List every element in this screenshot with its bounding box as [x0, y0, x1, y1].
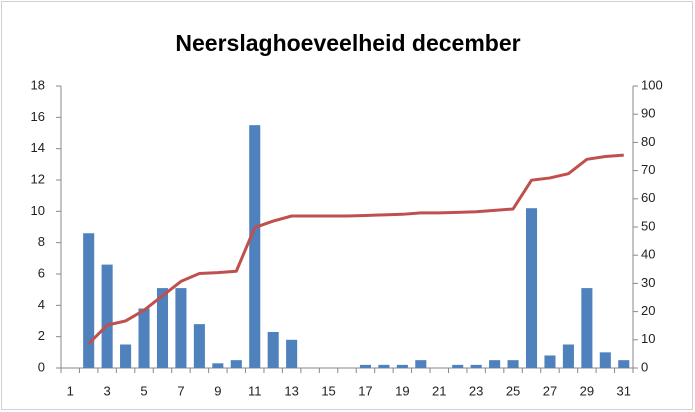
y2-tick-label: 10 — [641, 331, 655, 346]
bar — [138, 308, 150, 368]
bar — [489, 360, 501, 368]
bar — [83, 233, 95, 368]
bar — [120, 344, 132, 368]
y-tick-label: 14 — [31, 140, 45, 155]
x-tick-label: 19 — [395, 383, 409, 398]
y2-tick-label: 70 — [641, 162, 655, 177]
x-tick-label: 23 — [469, 383, 483, 398]
y-tick-label: 0 — [38, 359, 45, 374]
y-tick-label: 4 — [38, 297, 45, 312]
bar — [618, 360, 630, 368]
bar — [581, 288, 593, 368]
y-tick-label: 2 — [38, 328, 45, 343]
x-tick-label: 31 — [617, 383, 631, 398]
bar — [175, 288, 187, 368]
y-tick-label: 18 — [31, 77, 45, 92]
bar — [193, 324, 205, 368]
x-tick-label: 29 — [580, 383, 594, 398]
x-tick-label: 21 — [432, 383, 446, 398]
y2-tick-label: 30 — [641, 275, 655, 290]
bar — [359, 364, 371, 368]
bar — [544, 355, 556, 368]
x-tick-label: 13 — [284, 383, 298, 398]
y2-tick-label: 0 — [641, 359, 648, 374]
x-tick-label: 1 — [67, 383, 74, 398]
x-tick-label: 5 — [140, 383, 147, 398]
bar — [599, 352, 611, 368]
y-tick-label: 12 — [31, 171, 45, 186]
y2-tick-label: 50 — [641, 218, 655, 233]
bar — [396, 364, 408, 368]
x-tick-label: 7 — [177, 383, 184, 398]
bar — [562, 344, 574, 368]
y2-tick-label: 90 — [641, 106, 655, 121]
bar — [267, 331, 279, 368]
y-tick-label: 16 — [31, 109, 45, 124]
bar — [230, 360, 242, 368]
bar — [378, 364, 390, 368]
bar — [525, 208, 538, 368]
y2-tick-label: 80 — [641, 134, 655, 149]
line — [87, 153, 624, 345]
x-tick-label: 25 — [506, 383, 520, 398]
x-tick-label: 3 — [104, 383, 111, 398]
bar — [470, 364, 482, 368]
bar — [507, 360, 519, 368]
y-tick-label: 8 — [38, 234, 45, 249]
bar — [286, 339, 298, 368]
y2-tick-label: 20 — [641, 303, 655, 318]
x-tick-label: 11 — [248, 383, 262, 398]
x-tick-label: 17 — [358, 383, 372, 398]
bar — [249, 125, 261, 369]
bar — [415, 360, 427, 368]
bar — [452, 364, 464, 368]
bar — [212, 363, 224, 368]
y2-tick-label: 40 — [641, 247, 655, 262]
bar — [156, 288, 169, 368]
y2-tick-label: 60 — [641, 190, 655, 205]
x-tick-label: 27 — [543, 383, 557, 398]
y-tick-label: 6 — [38, 265, 45, 280]
bar — [101, 264, 113, 368]
y-tick-label: 10 — [31, 203, 45, 218]
y2-tick-label: 100 — [641, 77, 663, 92]
x-tick-label: 15 — [321, 383, 335, 398]
x-tick-label: 9 — [214, 383, 221, 398]
chart-title: Neerslaghoeveelheid december — [175, 30, 520, 56]
